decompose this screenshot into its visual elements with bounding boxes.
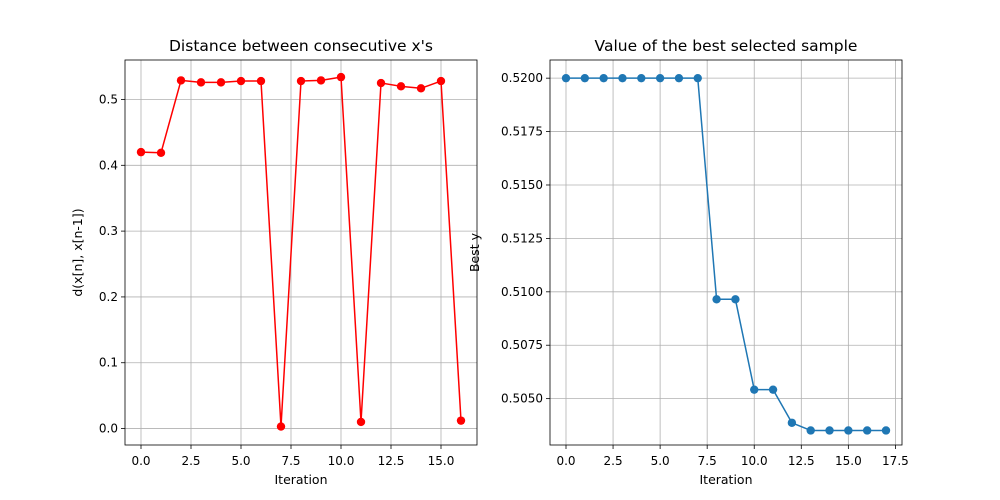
data-point <box>416 84 426 93</box>
data-point <box>844 426 853 435</box>
x-tick-label: 10.0 <box>328 454 355 468</box>
data-point <box>436 76 446 86</box>
data-point <box>561 73 571 83</box>
data-point <box>236 76 246 86</box>
data-point <box>296 76 306 86</box>
x-tick-label: 10.0 <box>741 454 768 468</box>
data-point <box>276 422 286 431</box>
y-axis-label: d(x[n], x[n-1]) <box>70 208 85 296</box>
data-point <box>655 73 665 83</box>
y-tick-label: 0.3 <box>99 224 118 238</box>
data-point <box>136 147 146 157</box>
data-point <box>580 73 590 83</box>
data-point <box>216 78 226 87</box>
data-point <box>787 418 797 427</box>
data-point <box>693 73 702 83</box>
data-point <box>336 72 346 82</box>
y-tick-label: 0.4 <box>99 158 118 172</box>
chart-2: 0.0 2.5 5.0 7.5 10.0 12.5 15.0 17.5 0.5050 0.5075… <box>467 37 909 487</box>
plot-frame <box>549 59 903 446</box>
data-point <box>825 426 834 435</box>
y-tick-label: 0.5125 <box>501 231 543 245</box>
y-tick-label: 0.5100 <box>501 285 543 299</box>
y-tick-label: 0.1 <box>99 356 118 370</box>
y-tick-label: 0.5050 <box>501 392 543 406</box>
chart-title: Value of the best selected sample <box>595 37 858 55</box>
x-tick-label: 15.0 <box>428 454 455 468</box>
data-point <box>456 416 466 425</box>
y-tick-label: 0.5150 <box>501 178 543 192</box>
x-tick-label: 2.5 <box>604 454 623 468</box>
y-axis-label: Best y <box>467 232 482 272</box>
data-point <box>396 82 406 91</box>
data-point <box>750 385 759 394</box>
x-tick-label: 12.5 <box>788 454 815 468</box>
x-tick-label: 15.0 <box>835 454 862 468</box>
data-point <box>768 385 778 394</box>
data-point <box>376 78 386 88</box>
data-point <box>637 73 646 83</box>
data-point <box>196 78 206 87</box>
gridlines <box>125 60 477 445</box>
y-tick-label: 0.5200 <box>501 71 543 85</box>
x-tick-label: 7.5 <box>281 454 300 468</box>
x-tick-label: 12.5 <box>378 454 405 468</box>
y-tick-label: 0.5075 <box>501 338 543 352</box>
data-point <box>599 73 608 83</box>
plot-frame <box>124 59 478 446</box>
data-point <box>316 76 326 85</box>
x-tick-label: 0.0 <box>556 454 575 468</box>
data-point <box>176 76 186 85</box>
x-tick-label: 7.5 <box>698 454 717 468</box>
data-point <box>731 295 740 304</box>
x-axis-label: Iteration <box>699 472 752 487</box>
y-tick-label: 0.5 <box>99 92 118 106</box>
x-tick-label: 5.0 <box>231 454 250 468</box>
gridlines <box>550 60 902 445</box>
data-point <box>806 426 815 435</box>
y-tick-label: 0.2 <box>99 290 118 304</box>
x-tick-label: 2.5 <box>181 454 200 468</box>
x-tick-label: 0.0 <box>131 454 150 468</box>
data-point <box>712 295 721 304</box>
x-tick-label: 5.0 <box>651 454 670 468</box>
data-point <box>674 73 684 83</box>
y-tick-label: 0.0 <box>99 422 118 436</box>
chart-title: Distance between consecutive x's <box>169 37 433 55</box>
data-point <box>618 73 627 83</box>
data-point <box>156 148 166 157</box>
data-point <box>881 426 891 435</box>
data-point <box>256 76 266 86</box>
data-point <box>862 426 872 435</box>
x-tick-label: 17.5 <box>882 454 909 468</box>
chart-1: 0.0 2.5 5.0 7.5 10.0 12.5 15.0 0.0 0.1 0.2 0.3 0.4 0… <box>70 37 478 487</box>
data-point <box>356 417 366 427</box>
x-axis-label: Iteration <box>274 472 327 487</box>
y-tick-label: 0.5175 <box>501 125 543 139</box>
